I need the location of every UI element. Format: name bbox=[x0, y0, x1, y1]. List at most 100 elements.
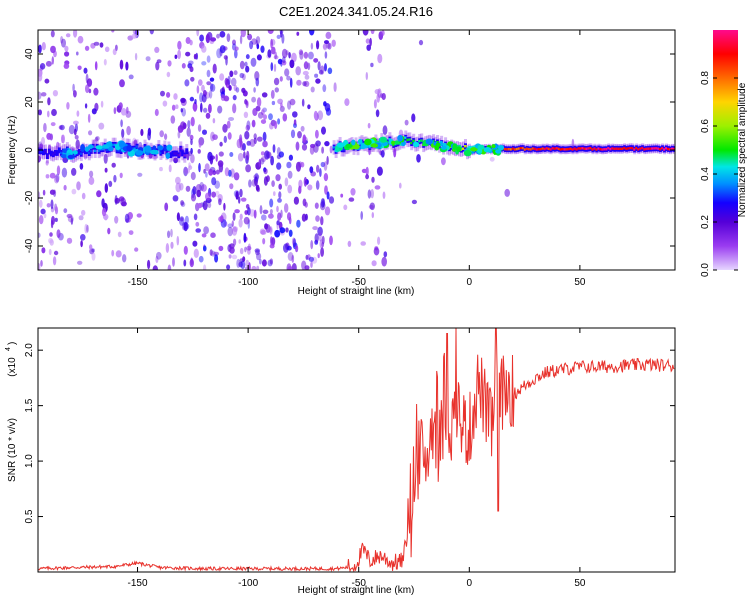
spectrogram-noise-cell bbox=[404, 119, 409, 126]
spectrogram-ridge-blob bbox=[72, 150, 78, 155]
spectrogram-noise-cell bbox=[303, 51, 309, 59]
colorbar-gradient bbox=[713, 30, 738, 270]
spectrogram-ridge-core bbox=[101, 147, 105, 151]
spectrogram-noise-cell bbox=[188, 165, 193, 170]
spectrogram-noise-cell bbox=[164, 133, 168, 140]
spectrogram-noise-cell bbox=[489, 156, 495, 162]
spectrogram-ridge-core bbox=[388, 138, 392, 141]
spectrogram-noise-cell bbox=[285, 50, 289, 56]
spectrogram-noise-cell bbox=[175, 104, 179, 109]
spectrogram-x-tick-label: 50 bbox=[574, 277, 586, 288]
spectrogram-noise-cell bbox=[39, 199, 43, 208]
spectrogram-ridge-core bbox=[171, 152, 175, 155]
spectrogram-noise-cell bbox=[43, 122, 47, 133]
spectrogram-noise-cell bbox=[232, 94, 237, 101]
spectrogram-noise-cell bbox=[209, 77, 215, 82]
spectrogram-noise-cell bbox=[314, 73, 319, 78]
spectrogram-noise-cell bbox=[381, 30, 385, 36]
spectrogram-ridge-blob bbox=[118, 140, 126, 149]
spectrogram-noise-cell bbox=[203, 168, 206, 174]
spectrogram-ridge-blob bbox=[413, 141, 420, 148]
snr-scale-exponent: 4 bbox=[5, 347, 12, 351]
spectrogram-noise-cell bbox=[271, 237, 276, 246]
spectrogram-noise-cell bbox=[115, 250, 122, 258]
spectrogram-noise-cell bbox=[197, 124, 202, 132]
spectrogram-noise-cell bbox=[411, 113, 416, 123]
spectrogram-noise-cell bbox=[374, 185, 381, 190]
spectrogram-noise-cell bbox=[365, 72, 368, 80]
spectrogram-noise-cell bbox=[65, 33, 71, 38]
spectrogram-noise-cell bbox=[183, 166, 189, 177]
spectrogram-noise-cell bbox=[310, 86, 315, 93]
spectrogram-ridge-blob bbox=[491, 144, 496, 149]
spectrogram-noise-cell bbox=[309, 166, 314, 174]
colorbar-tick-label: 0.8 bbox=[700, 71, 711, 85]
spectrogram-noise-cell bbox=[313, 58, 319, 63]
spectrogram-noise-cell bbox=[81, 192, 86, 200]
spectrogram-noise-cell bbox=[219, 73, 225, 81]
spectrogram-noise-cell bbox=[373, 99, 377, 109]
spectrogram-ridge-core bbox=[99, 148, 103, 151]
spectrogram-noise-cell bbox=[244, 61, 248, 67]
spectrogram-noise-cell bbox=[71, 188, 77, 195]
spectrogram-noise-cell bbox=[382, 125, 388, 136]
spectrogram-ridge-core bbox=[649, 147, 653, 150]
spectrogram-noise-cell bbox=[212, 63, 217, 74]
spectrogram-noise-cell bbox=[219, 45, 226, 54]
spectrogram-ridge-core bbox=[432, 140, 436, 143]
spectrogram-noise-cell bbox=[43, 213, 47, 219]
spectrogram-noise-cell bbox=[93, 41, 100, 46]
spectrogram-ridge-core bbox=[179, 147, 183, 150]
colorbar-tick-label: 0.2 bbox=[700, 215, 711, 229]
spectrogram-noise-cell bbox=[238, 218, 243, 228]
spectrogram-ridge-core bbox=[597, 147, 601, 150]
spectrogram-noise-cell bbox=[145, 56, 151, 62]
spectrogram-noise-cell bbox=[253, 209, 257, 219]
spectrogram-ridge-blob bbox=[463, 149, 472, 157]
spectrogram-noise-cell bbox=[246, 150, 250, 161]
spectrogram-ridge-core bbox=[545, 147, 549, 150]
spectrogram-ridge-core bbox=[647, 147, 651, 150]
spectrogram-noise-cell bbox=[290, 129, 296, 139]
spectrogram-noise-cell bbox=[85, 73, 89, 84]
spectrogram-noise-cell bbox=[365, 174, 369, 180]
spectrogram-noise-cell bbox=[246, 245, 252, 251]
spectrogram-ridge-core bbox=[505, 148, 509, 151]
spectrogram-noise-cell bbox=[234, 49, 238, 59]
spectrogram-ridge-core bbox=[553, 147, 557, 150]
spectrogram-ridge-blob bbox=[165, 152, 171, 159]
spectrogram-noise-cell bbox=[184, 79, 190, 87]
spectrogram-ridge-core bbox=[543, 147, 547, 151]
spectrogram-noise-cell bbox=[203, 107, 208, 113]
spectrogram-noise-cell bbox=[248, 179, 252, 188]
spectrogram-noise-cell bbox=[256, 97, 262, 108]
spectrogram-noise-cell bbox=[121, 128, 125, 138]
spectrogram-noise-cell bbox=[104, 183, 109, 193]
spectrogram-noise-cell bbox=[287, 184, 293, 194]
spectrogram-ridge-blob bbox=[88, 144, 94, 150]
spectrogram-noise-cell bbox=[295, 66, 302, 76]
spectrogram-noise-cell bbox=[77, 260, 83, 265]
spectrogram-noise-cell bbox=[269, 122, 274, 130]
spectrogram-noise-cell bbox=[288, 216, 292, 225]
spectrogram-ridge-blob bbox=[477, 144, 485, 150]
spectrogram-noise-cell bbox=[89, 170, 94, 178]
spectrogram-ridge-core bbox=[525, 147, 529, 150]
spectrogram-noise-cell bbox=[274, 51, 278, 60]
spectrogram-noise-cell bbox=[205, 171, 208, 178]
spectrogram-noise-cell bbox=[98, 122, 105, 130]
spectrogram-noise-cell bbox=[87, 113, 91, 123]
spectrogram-noise-cell bbox=[411, 199, 417, 205]
spectrogram-noise-cell bbox=[38, 109, 42, 116]
spectrogram-noise-cell bbox=[173, 157, 179, 164]
spectrogram-noise-cell bbox=[134, 247, 139, 252]
spectrogram-noise-cell bbox=[233, 238, 237, 246]
spectrogram-noise-cell bbox=[41, 42, 46, 51]
spectrogram-noise-cell bbox=[239, 188, 243, 198]
spectrogram-ridge-core bbox=[523, 148, 527, 151]
spectrogram-ridge-core bbox=[655, 147, 659, 150]
spectrogram-noise-cell bbox=[239, 213, 243, 220]
spectrogram-noise-cell bbox=[196, 85, 200, 94]
spectrogram-noise-cell bbox=[262, 209, 269, 214]
spectrogram-noise-cell bbox=[234, 209, 240, 214]
